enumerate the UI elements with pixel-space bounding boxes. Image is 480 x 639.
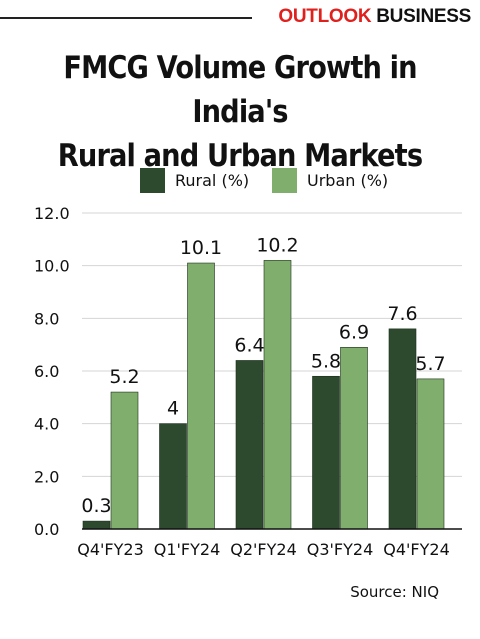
legend-item-rural: Rural (%) (140, 168, 249, 193)
data-label-urban: 10.2 (256, 234, 298, 256)
x-tick-label: Q1'FY24 (154, 540, 221, 559)
legend-label-rural: Rural (%) (175, 171, 250, 190)
bar-urban (416, 378, 445, 530)
bar-rural (388, 328, 417, 530)
chart-title: FMCG Volume Growth in India's Rural and … (29, 46, 451, 178)
data-label-rural: 0.3 (81, 495, 111, 517)
legend-swatch-rural (140, 168, 165, 193)
y-tick-label: 2.0 (34, 467, 59, 486)
bar-urban (340, 347, 368, 530)
bar-rural (82, 520, 111, 530)
source-note: Source: NIQ (350, 583, 439, 601)
data-label-urban: 5.7 (415, 353, 445, 375)
brand-header: OUTLOOK BUSINESS (0, 0, 480, 36)
legend-item-urban: Urban (%) (272, 168, 388, 193)
bar-chart: 0.0 2.0 4.0 6.0 8.0 10.0 12.0 0.3 5.2 Q4'FY23 4 10.… (34, 204, 462, 559)
data-label-rural: 5.8 (311, 350, 341, 372)
legend-swatch-urban (272, 168, 297, 193)
legend-label-urban: Urban (%) (307, 171, 389, 190)
brand-name-business: BUSINESS (376, 6, 471, 27)
bar-rural (312, 375, 340, 530)
x-tick-label: Q4'FY24 (383, 540, 450, 559)
x-tick-label: Q4'FY23 (77, 540, 144, 559)
y-tick-label: 6.0 (34, 362, 59, 381)
brand-logo: OUTLOOK BUSINESS (278, 6, 471, 28)
y-tick-label: 10.0 (34, 257, 70, 276)
data-label-urban: 10.1 (180, 237, 222, 259)
bar-urban (187, 262, 215, 530)
chart-legend: Rural (%) Urban (%) (0, 168, 480, 196)
chart-title-line-2: Rural and Urban Markets (57, 138, 423, 174)
bar-rural (235, 360, 264, 530)
data-label-urban: 5.2 (109, 366, 139, 388)
y-tick-label: 12.0 (34, 204, 70, 223)
brand-name-outlook: OUTLOOK (278, 6, 372, 27)
bar-rural (159, 423, 187, 530)
brand-rule (0, 17, 252, 19)
data-label-rural: 4 (167, 398, 179, 420)
y-tick-label: 4.0 (34, 415, 59, 434)
bar-urban (263, 260, 292, 530)
data-label-rural: 7.6 (387, 303, 417, 325)
y-tick-label: 8.0 (34, 309, 59, 328)
x-tick-label: Q2'FY24 (230, 540, 297, 559)
y-tick-label: 0.0 (34, 520, 59, 539)
bar-urban (110, 391, 139, 530)
data-label-urban: 6.9 (339, 321, 369, 343)
data-label-rural: 6.4 (234, 334, 264, 356)
x-tick-label: Q3'FY24 (307, 540, 374, 559)
chart-title-line-1: FMCG Volume Growth in India's (63, 50, 417, 130)
